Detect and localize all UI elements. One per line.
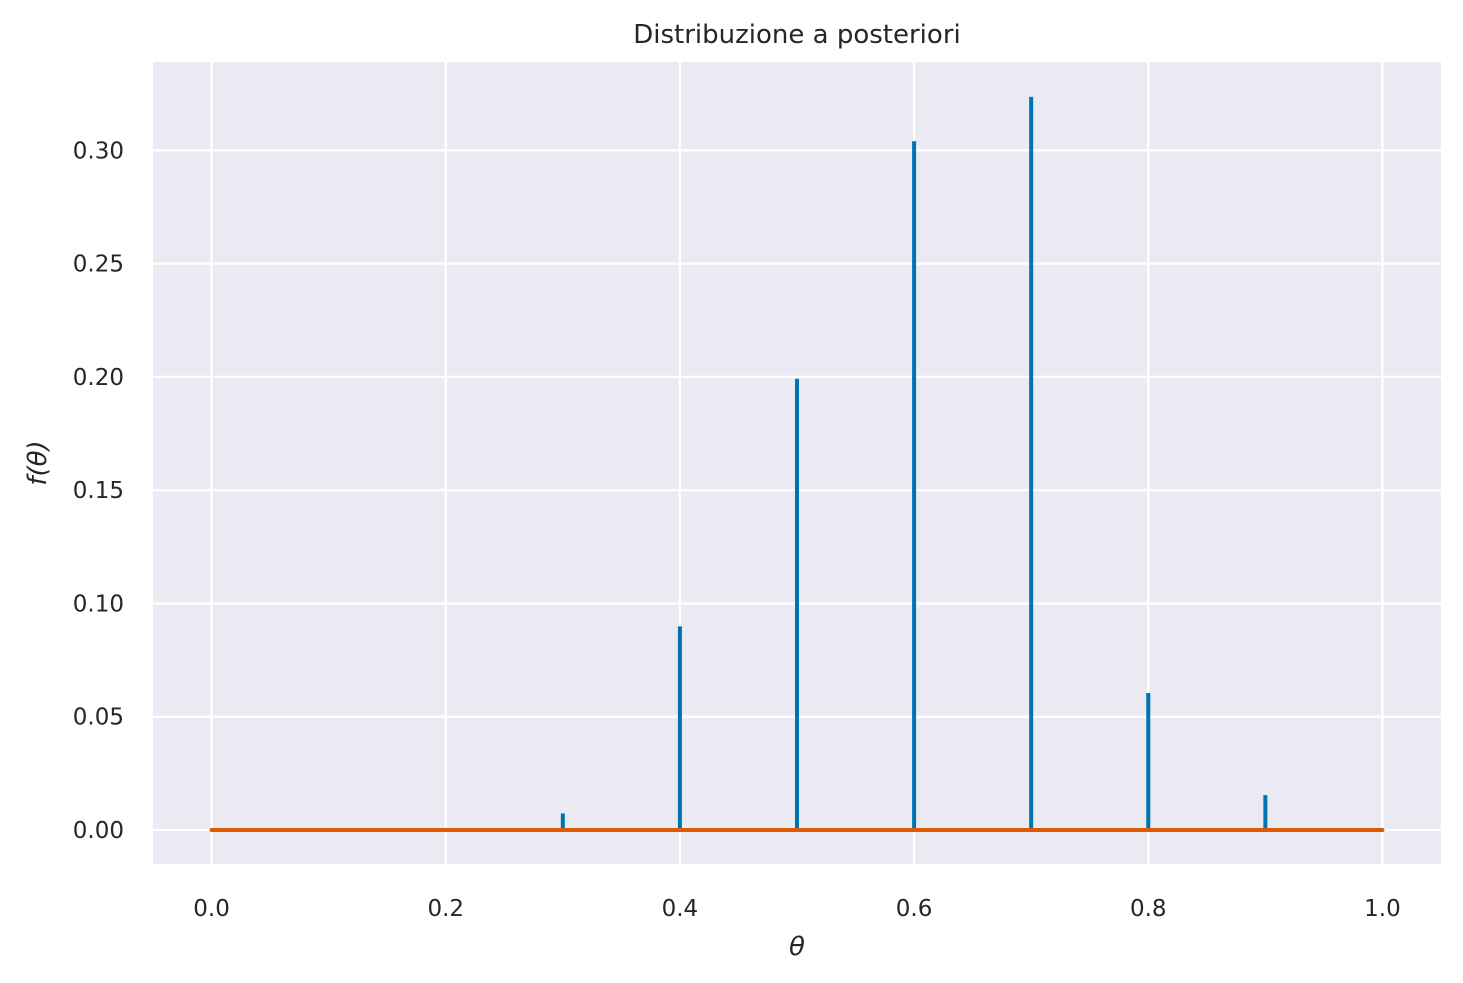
y-tick-label: 0.30 [73,138,124,164]
y-tick-label: 0.20 [73,365,124,391]
x-tick-label: 0.8 [1130,896,1167,922]
x-tick-label: 0.0 [193,896,230,922]
x-tick-labels: 0.0 0.2 0.4 0.6 0.8 1.0 [193,896,1400,922]
stem-series [560,96,1268,831]
x-tick-label: 0.4 [662,896,699,922]
y-tick-label: 0.00 [73,818,124,844]
x-tick-label: 1.0 [1364,896,1401,922]
y-tick-label: 0.15 [73,478,124,504]
y-tick-label: 0.25 [73,252,124,278]
y-axis-label: f(θ) [23,440,53,485]
x-tick-label: 0.6 [896,896,933,922]
y-tick-label: 0.05 [73,705,124,731]
y-tick-label: 0.10 [73,591,124,617]
x-axis-label: θ [789,932,805,962]
chart-title: Distribuzione a posteriori [633,20,960,50]
y-tick-labels: 0.00 0.05 0.10 0.15 0.20 0.25 0.30 [73,138,124,844]
x-tick-label: 0.2 [427,896,464,922]
